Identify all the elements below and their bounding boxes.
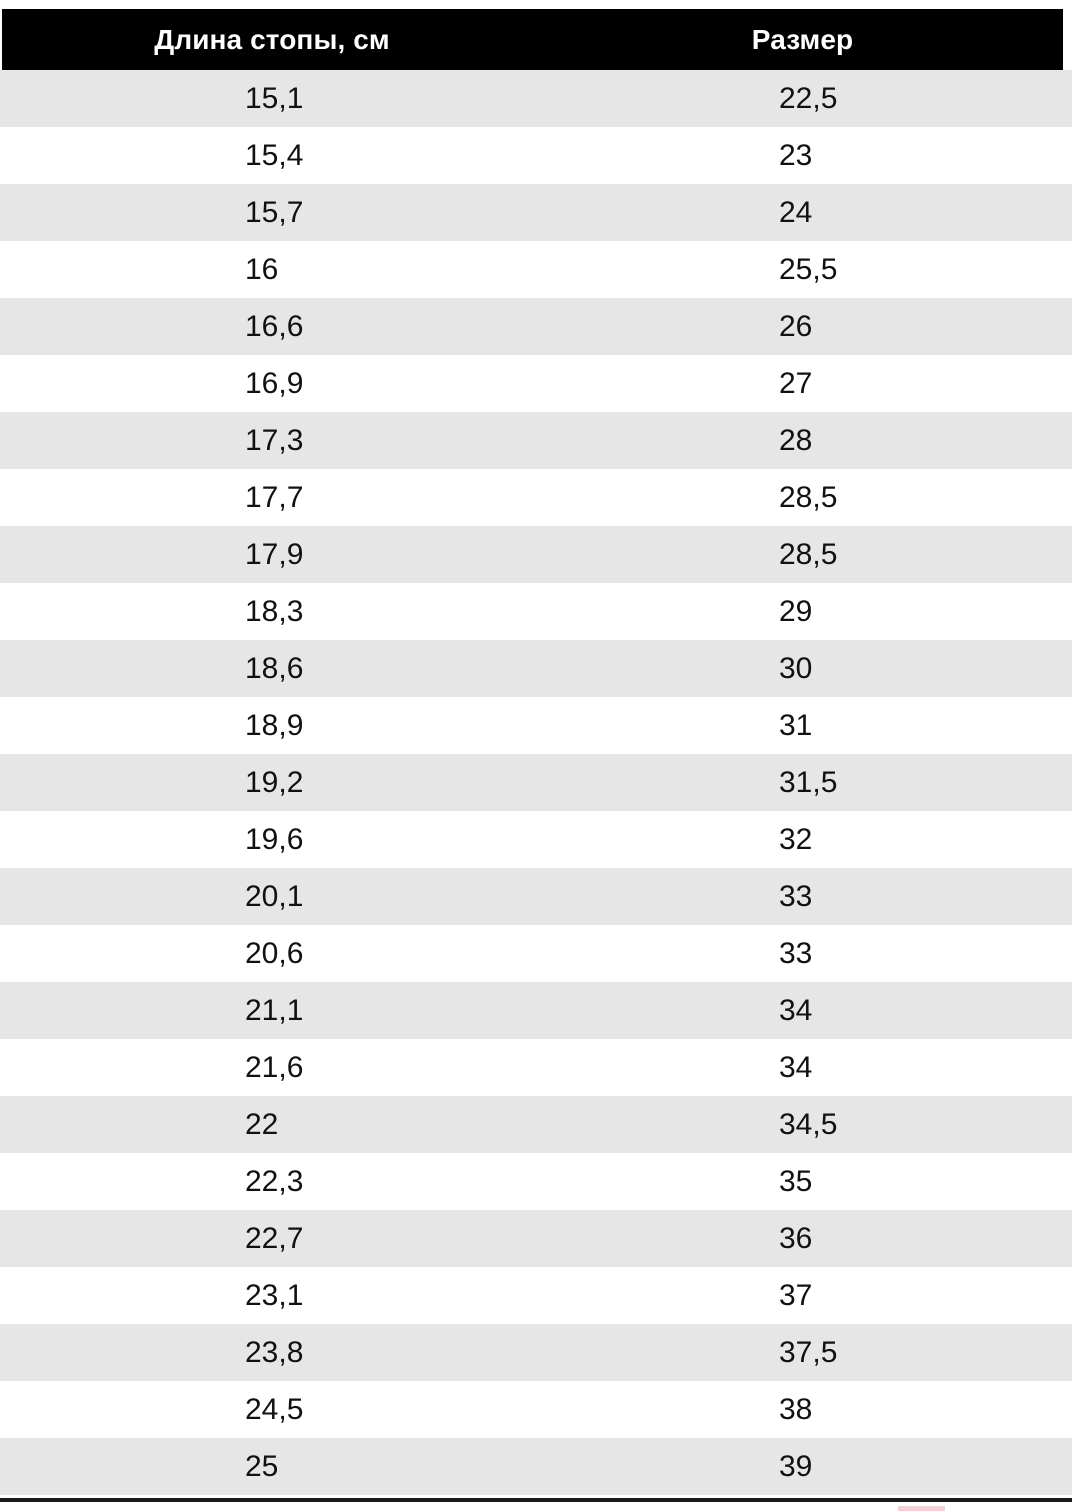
cell-size: 22,5 <box>779 81 838 115</box>
cell-size: 29 <box>779 594 813 628</box>
table-row: 19,2 31,5 <box>0 754 1072 811</box>
cell-size: 28,5 <box>779 480 838 514</box>
cell-size: 24 <box>779 195 813 229</box>
cell-foot-length: 22,7 <box>245 1221 304 1255</box>
cell-foot-length: 16 <box>245 252 279 286</box>
cell-size: 37,5 <box>779 1335 838 1369</box>
cell-foot-length: 21,6 <box>245 1050 304 1084</box>
cell-size: 23 <box>779 138 813 172</box>
table-row: 15,4 23 <box>0 127 1072 184</box>
cell-size: 32 <box>779 822 813 856</box>
table-row: 23,1 37 <box>0 1267 1072 1324</box>
table-row: 19,6 32 <box>0 811 1072 868</box>
cell-size: 25,5 <box>779 252 838 286</box>
cell-size: 28,5 <box>779 537 838 571</box>
table-row: 15,1 22,5 <box>0 70 1072 127</box>
table-row: 18,6 30 <box>0 640 1072 697</box>
cell-size: 33 <box>779 879 813 913</box>
table-row: 18,9 31 <box>0 697 1072 754</box>
table-row: 16,9 27 <box>0 355 1072 412</box>
cell-foot-length: 16,9 <box>245 366 304 400</box>
cell-foot-length: 20,6 <box>245 936 304 970</box>
cell-foot-length: 15,7 <box>245 195 304 229</box>
column-header-size: Размер <box>751 23 854 55</box>
table-row: 22 34,5 <box>0 1096 1072 1153</box>
cell-foot-length: 22 <box>245 1107 279 1141</box>
table-header-row: Длина стопы, см Размер <box>2 9 1063 70</box>
cell-size: 34,5 <box>779 1107 838 1141</box>
cell-foot-length: 18,9 <box>245 708 304 742</box>
table-row: 20,1 33 <box>0 868 1072 925</box>
cell-foot-length: 19,6 <box>245 822 304 856</box>
cell-size: 34 <box>779 993 813 1027</box>
cell-foot-length: 17,9 <box>245 537 304 571</box>
cell-size: 34 <box>779 1050 813 1084</box>
table-row: 16 25,5 <box>0 241 1072 298</box>
cell-size: 28 <box>779 423 813 457</box>
cell-foot-length: 20,1 <box>245 879 304 913</box>
cell-foot-length: 23,1 <box>245 1278 304 1312</box>
table-row: 22,7 36 <box>0 1210 1072 1267</box>
table-row: 24,5 38 <box>0 1381 1072 1438</box>
table-row: 17,3 28 <box>0 412 1072 469</box>
cell-size: 35 <box>779 1164 813 1198</box>
table-row: 20,6 33 <box>0 925 1072 982</box>
table-row: 15,7 24 <box>0 184 1072 241</box>
cell-size: 38 <box>779 1392 813 1426</box>
cell-size: 39 <box>779 1449 813 1483</box>
cell-foot-length: 15,4 <box>245 138 304 172</box>
cell-foot-length: 17,3 <box>245 423 304 457</box>
cell-size: 31,5 <box>779 765 838 799</box>
cell-foot-length: 18,3 <box>245 594 304 628</box>
table-row: 17,9 28,5 <box>0 526 1072 583</box>
cell-foot-length: 25 <box>245 1449 279 1483</box>
cell-size: 37 <box>779 1278 813 1312</box>
cell-foot-length: 22,3 <box>245 1164 304 1198</box>
cell-foot-length: 15,1 <box>245 81 304 115</box>
table-row: 21,6 34 <box>0 1039 1072 1096</box>
table-row: 25 39 <box>0 1438 1072 1495</box>
cell-foot-length: 19,2 <box>245 765 304 799</box>
cell-size: 30 <box>779 651 813 685</box>
cell-size: 36 <box>779 1221 813 1255</box>
cell-size: 31 <box>779 708 813 742</box>
cell-foot-length: 23,8 <box>245 1335 304 1369</box>
table-body: 15,1 22,5 15,4 23 15,7 24 16 25,5 16,6 26 16,9 27 17… <box>0 70 1072 1495</box>
cell-foot-length: 18,6 <box>245 651 304 685</box>
table-row: 21,1 34 <box>0 982 1072 1039</box>
cell-foot-length: 16,6 <box>245 309 304 343</box>
cell-foot-length: 24,5 <box>245 1392 304 1426</box>
table-row: 16,6 26 <box>0 298 1072 355</box>
table-row: 18,3 29 <box>0 583 1072 640</box>
column-header-foot-length: Длина стопы, см <box>154 23 390 55</box>
table-row: 23,8 37,5 <box>0 1324 1072 1381</box>
cell-foot-length: 21,1 <box>245 993 304 1027</box>
cell-foot-length: 17,7 <box>245 480 304 514</box>
table-row: 22,3 35 <box>0 1153 1072 1210</box>
cell-size: 33 <box>779 936 813 970</box>
cell-size: 26 <box>779 309 813 343</box>
cell-size: 27 <box>779 366 813 400</box>
accent-bar <box>898 1506 945 1511</box>
table-row: 17,7 28,5 <box>0 469 1072 526</box>
table-bottom-rule <box>0 1498 1072 1502</box>
